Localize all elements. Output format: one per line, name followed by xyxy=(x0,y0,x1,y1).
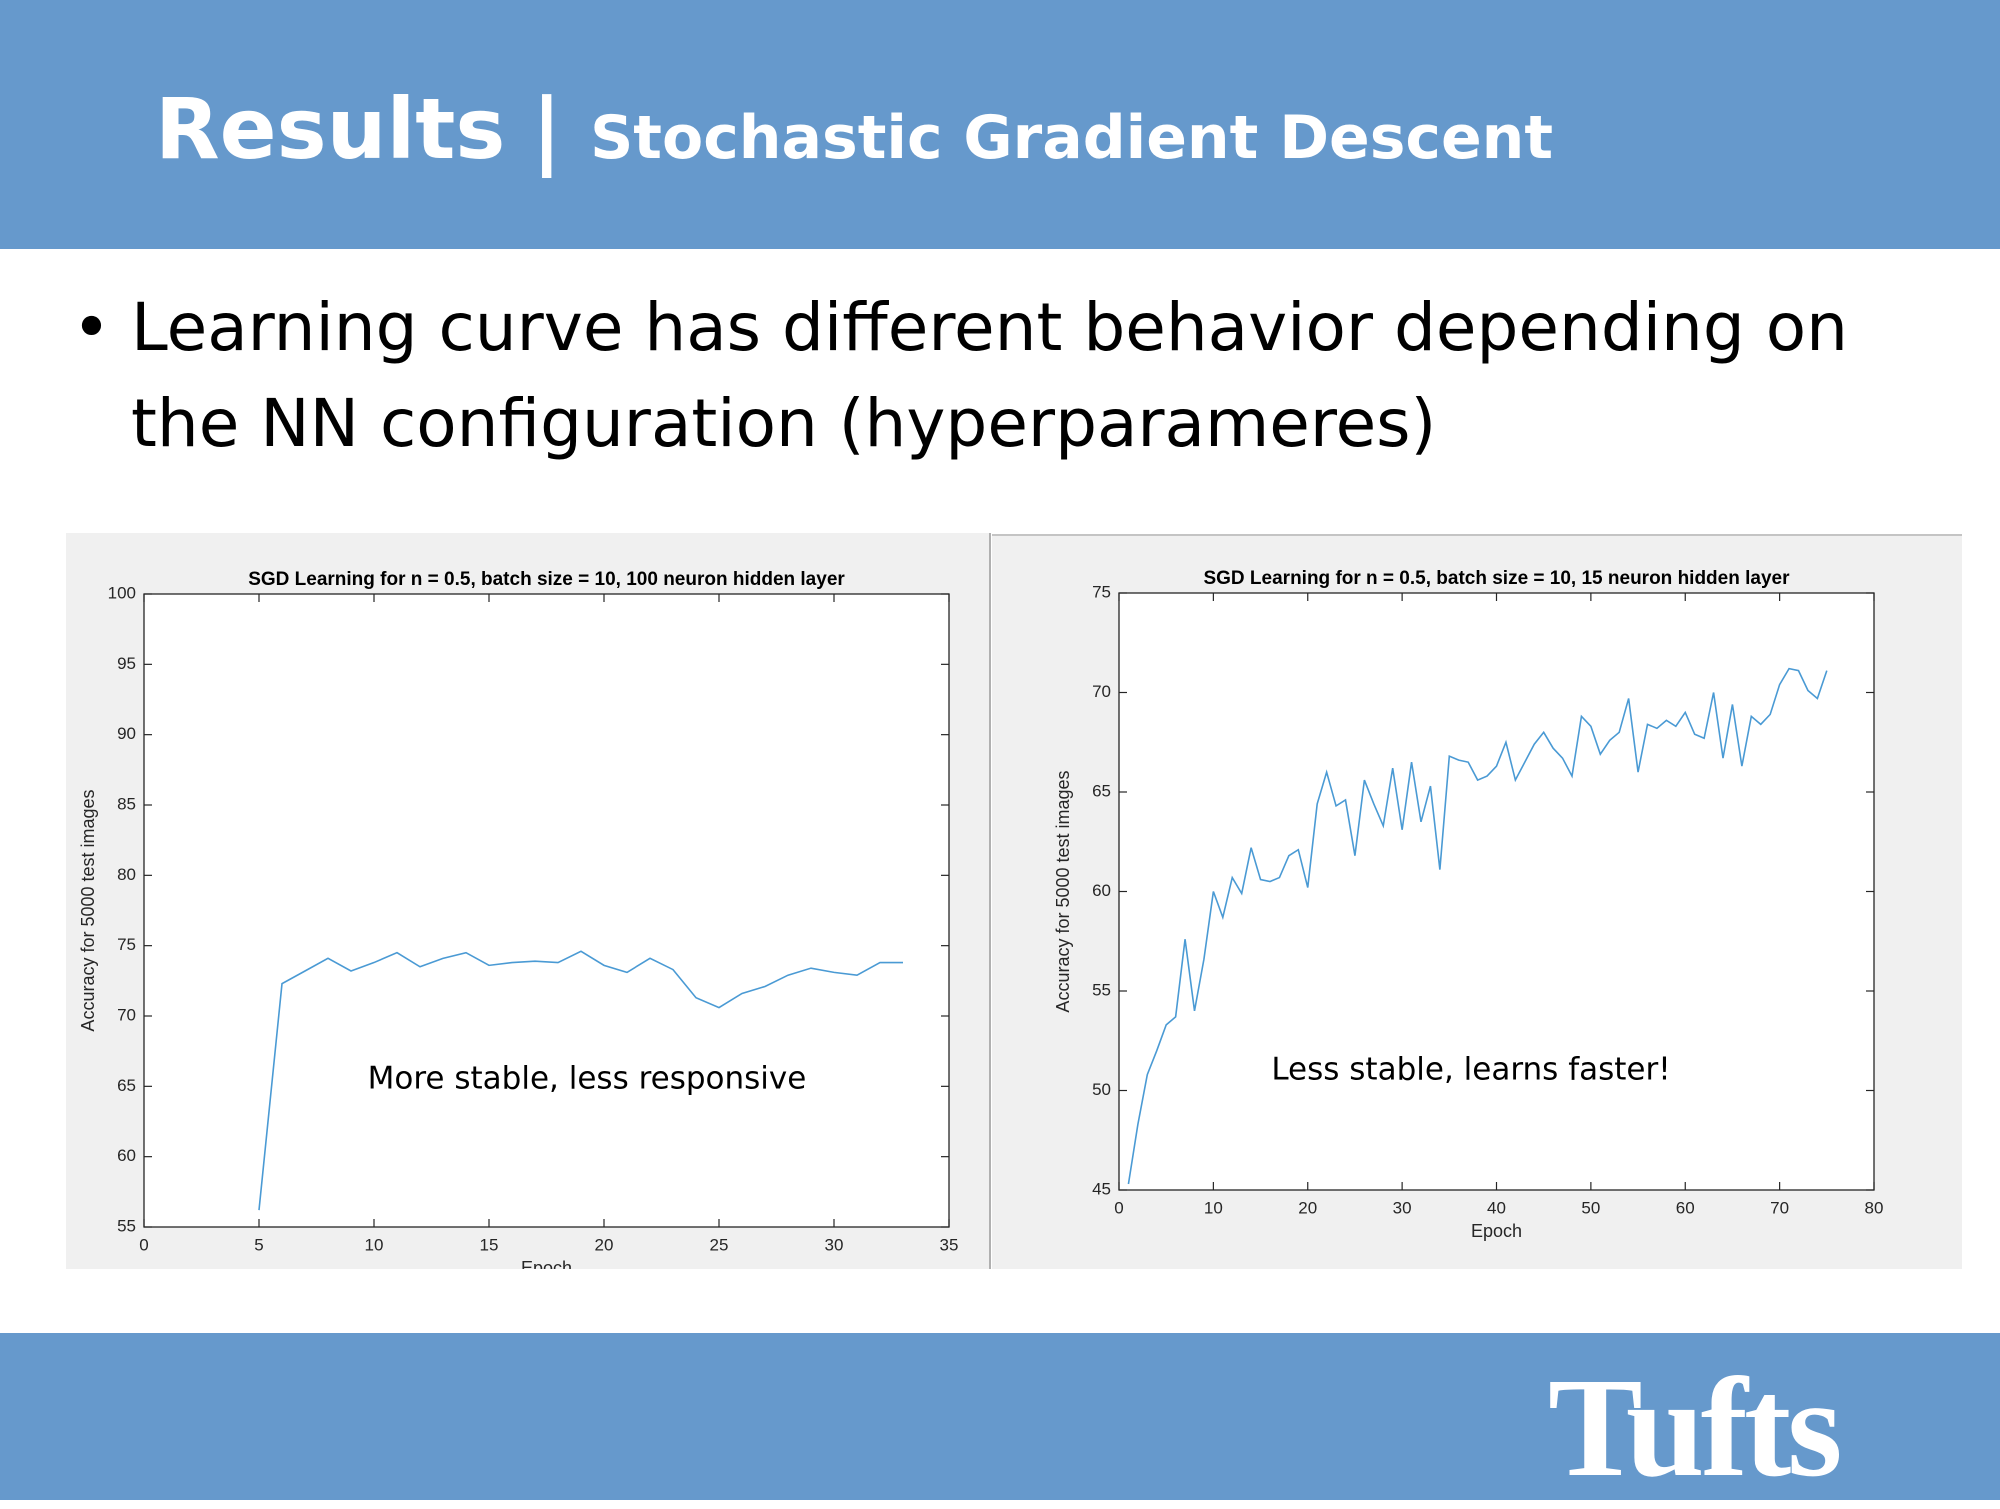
footer-band xyxy=(0,1333,2000,1500)
y-tick-label: 70 xyxy=(117,1005,136,1024)
x-tick-label: 30 xyxy=(825,1235,844,1254)
y-tick-label: 85 xyxy=(117,794,136,813)
plot-area xyxy=(1119,593,1874,1190)
y-tick-label: 90 xyxy=(117,724,136,743)
y-tick-label: 80 xyxy=(117,865,136,884)
chart-panel: 0 10 20 30 40 50 60 70 80 45 50 55 60 65 70 75 SGD Learn… xyxy=(992,536,1962,1269)
y-axis-label: Accuracy for 5000 test images xyxy=(78,789,98,1031)
x-tick-label: 0 xyxy=(139,1235,148,1254)
x-tick-label: 10 xyxy=(1204,1198,1223,1217)
y-tick-label: 55 xyxy=(1092,980,1111,999)
y-tick-label: 75 xyxy=(1092,582,1111,601)
data-line xyxy=(1127,667,1828,1185)
y-tick-label: 55 xyxy=(117,1216,136,1235)
title-separator: | xyxy=(531,80,563,178)
y-tick-label: 70 xyxy=(1092,682,1111,701)
x-tick-label: 70 xyxy=(1770,1198,1789,1217)
y-tick-label: 45 xyxy=(1092,1179,1111,1198)
data-line xyxy=(258,950,903,1211)
x-tick-label: 80 xyxy=(1865,1198,1884,1217)
header-band: Results | Stochastic Gradient Descent xyxy=(0,0,2000,249)
x-tick-label: 35 xyxy=(940,1235,959,1254)
x-tick-label: 40 xyxy=(1487,1198,1506,1217)
chart-title: SGD Learning for n = 0.5, batch size = 1… xyxy=(1203,568,1790,589)
x-tick-label: 20 xyxy=(595,1235,614,1254)
y-tick-label: 100 xyxy=(108,583,136,602)
bullet-text: Learning curve has different behavior de… xyxy=(131,289,1848,462)
title-row: Results | Stochastic Gradient Descent xyxy=(155,80,1553,178)
slide-subtitle: Stochastic Gradient Descent xyxy=(590,103,1554,173)
plot-area xyxy=(144,594,949,1227)
chart-title: SGD Learning for n = 0.5, batch size = 1… xyxy=(248,569,845,590)
x-tick-label: 60 xyxy=(1676,1198,1695,1217)
y-tick-label: 50 xyxy=(1092,1080,1111,1099)
annotation: Less stable, learns faster! xyxy=(1271,1052,1670,1088)
y-axis-label: Accuracy for 5000 test images xyxy=(1053,770,1073,1012)
y-tick-label: 65 xyxy=(1092,781,1111,800)
chart-panel: 0 5 10 15 20 25 30 35 55 60 65 70 75 80 85 90 95 100 SGD L… xyxy=(66,533,990,1278)
x-tick-label: 10 xyxy=(365,1235,384,1254)
annotation: More stable, less responsive xyxy=(368,1061,807,1097)
x-tick-label: 0 xyxy=(1114,1198,1123,1217)
x-axis-label: Epoch xyxy=(1471,1221,1522,1241)
y-tick-label: 95 xyxy=(117,654,136,673)
y-tick-label: 60 xyxy=(117,1146,136,1165)
x-tick-label: 20 xyxy=(1298,1198,1317,1217)
bullet-dot: • xyxy=(72,289,111,366)
axes-box xyxy=(143,593,950,1228)
axes-box xyxy=(1118,592,1875,1191)
y-tick-label: 75 xyxy=(117,935,136,954)
logo: Tufts xyxy=(1548,1348,1842,1506)
y-tick-label: 65 xyxy=(117,1076,136,1095)
slide-title: Results xyxy=(155,80,506,178)
x-tick-label: 5 xyxy=(254,1235,263,1254)
y-tick-label: 60 xyxy=(1092,881,1111,900)
x-tick-label: 25 xyxy=(710,1235,729,1254)
x-tick-label: 50 xyxy=(1581,1198,1600,1217)
x-tick-label: 15 xyxy=(480,1235,499,1254)
x-tick-label: 30 xyxy=(1393,1198,1412,1217)
x-axis-label: Epoch xyxy=(521,1258,572,1278)
